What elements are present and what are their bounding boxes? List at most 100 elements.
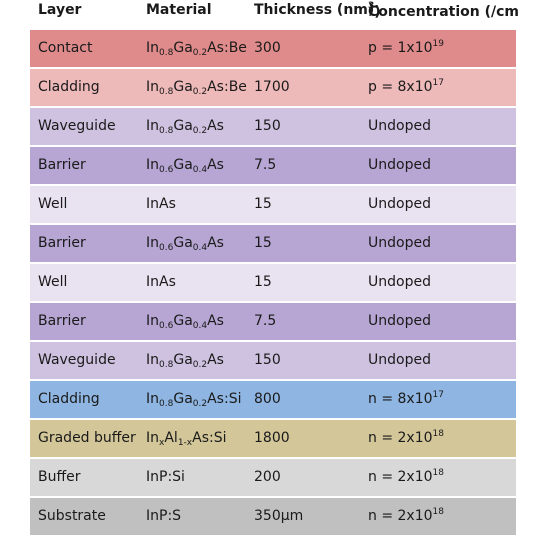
layer-thickness: 200 (254, 469, 281, 485)
table-row: Barrier In0.6Ga0.4As 7.5 Undoped (30, 147, 516, 184)
table-row: Waveguide In0.8Ga0.2As 150 Undoped (30, 342, 516, 379)
material-text: In (146, 430, 160, 446)
material-text: Ga (173, 118, 193, 134)
material-text: In (146, 40, 160, 56)
material-text: As (207, 118, 224, 134)
table-body: Contact In0.8Ga0.2As:Be 300 p = 1x1019 Cladd… (30, 30, 516, 535)
material-subscript: x (159, 438, 165, 448)
layer-concentration: Undoped (368, 303, 431, 340)
table-row: Contact In0.8Ga0.2As:Be 300 p = 1x1019 (30, 30, 516, 67)
layer-thickness: 350µm (254, 508, 304, 524)
material-subscript: 0.8 (159, 48, 174, 58)
concentration-text: Undoped (368, 157, 431, 173)
material-text: In (146, 313, 160, 329)
layer-concentration: n = 2x1018 (368, 498, 444, 535)
table-row: Cladding In0.8Ga0.2As:Si 800 n = 8x1017 (30, 381, 516, 418)
layer-material: In0.8Ga0.2As (146, 108, 224, 145)
material-text: In (146, 157, 160, 173)
layer-thickness: 7.5 (254, 157, 277, 173)
table-row: Well InAs 15 Undoped (30, 264, 516, 301)
concentration-exponent: 17 (432, 78, 444, 88)
layer-material: InP:S (146, 498, 181, 535)
table-row: Graded buffer InxAl1-xAs:Si 1800 n = 2x1018 (30, 420, 516, 457)
material-text: As:Be (207, 40, 247, 56)
material-subscript: 0.4 (192, 321, 208, 331)
table-header: Layer Material Thickness (nm) Concentrat… (30, 0, 520, 30)
layer-concentration: n = 2x1018 (368, 420, 444, 457)
layer-structure-table: Layer Material Thickness (nm) Concentrat… (30, 0, 520, 537)
concentration-text: Undoped (368, 313, 431, 329)
layer-concentration: Undoped (368, 147, 431, 184)
layer-material: InxAl1-xAs:Si (146, 420, 227, 457)
material-text: In (146, 391, 160, 407)
material-subscript: 0.8 (159, 399, 174, 409)
layer-name: Cladding (38, 79, 100, 95)
material-subscript: 0.4 (192, 243, 208, 253)
material-text: Ga (173, 352, 193, 368)
layer-name: Well (38, 274, 68, 290)
concentration-text: Undoped (368, 352, 431, 368)
layer-thickness: 300 (254, 40, 281, 56)
material-subscript: 0.2 (192, 126, 208, 136)
layer-thickness: 15 (254, 196, 272, 212)
layer-material: InAs (146, 264, 176, 301)
material-subscript: 0.2 (192, 48, 208, 58)
concentration-text: Undoped (368, 196, 431, 212)
layer-name: Substrate (38, 508, 106, 524)
concentration-text: n = 2x10 (368, 469, 433, 485)
material-text: Ga (173, 40, 193, 56)
concentration-exponent: 18 (432, 468, 444, 478)
material-text: As:Si (192, 430, 227, 446)
layer-thickness: 1800 (254, 430, 290, 446)
material-text: InP:S (146, 508, 182, 524)
concentration-text: p = 1x10 (368, 40, 433, 56)
layer-concentration: Undoped (368, 186, 431, 223)
concentration-exponent: 18 (432, 507, 444, 517)
layer-name: Buffer (38, 469, 81, 485)
layer-name: Cladding (38, 391, 100, 407)
layer-thickness: 7.5 (254, 313, 277, 329)
table-row: Barrier In0.6Ga0.4As 15 Undoped (30, 225, 516, 262)
layer-material: In0.8Ga0.2As:Be (146, 30, 247, 67)
layer-name: Waveguide (38, 118, 116, 134)
material-text: As:Si (207, 391, 242, 407)
material-text: As (207, 352, 224, 368)
header-concentration-sup: 3 (368, 1, 375, 11)
layer-name: Waveguide (38, 352, 116, 368)
material-text: As (207, 235, 224, 251)
material-text: In (146, 118, 160, 134)
concentration-exponent: 18 (432, 429, 444, 439)
material-text: Ga (173, 235, 193, 251)
layer-concentration: p = 1x1019 (368, 30, 444, 67)
concentration-text: Undoped (368, 235, 431, 251)
table-row: Cladding In0.8Ga0.2As:Be 1700 p = 8x1017 (30, 69, 516, 106)
concentration-exponent: 17 (432, 390, 444, 400)
material-text: InAs (146, 274, 176, 290)
layer-thickness: 150 (254, 118, 281, 134)
material-text: In (146, 352, 160, 368)
layer-material: InP:Si (146, 459, 185, 496)
material-text: Ga (173, 313, 193, 329)
layer-concentration: p = 8x1017 (368, 69, 444, 106)
concentration-text: n = 2x10 (368, 508, 433, 524)
material-text: As (207, 313, 224, 329)
layer-material: In0.6Ga0.4As (146, 225, 224, 262)
layer-name: Barrier (38, 235, 86, 251)
table-row: Waveguide In0.8Ga0.2As 150 Undoped (30, 108, 516, 145)
material-subscript: 0.2 (192, 87, 208, 97)
material-text: Ga (173, 391, 193, 407)
material-subscript: 0.2 (192, 399, 208, 409)
layer-material: InAs (146, 186, 176, 223)
header-concentration-text: Concentration (/cm (368, 4, 520, 20)
material-subscript: 0.4 (192, 165, 208, 175)
layer-concentration: n = 2x1018 (368, 459, 444, 496)
material-subscript: 0.8 (159, 126, 174, 136)
material-subscript: 0.6 (159, 165, 174, 175)
material-subscript: 0.2 (192, 360, 208, 370)
layer-material: In0.6Ga0.4As (146, 147, 224, 184)
material-subscript: 0.6 (159, 243, 174, 253)
layer-thickness: 15 (254, 235, 272, 251)
table-row: Well InAs 15 Undoped (30, 186, 516, 223)
material-text: As:Be (207, 79, 247, 95)
layer-name: Well (38, 196, 68, 212)
